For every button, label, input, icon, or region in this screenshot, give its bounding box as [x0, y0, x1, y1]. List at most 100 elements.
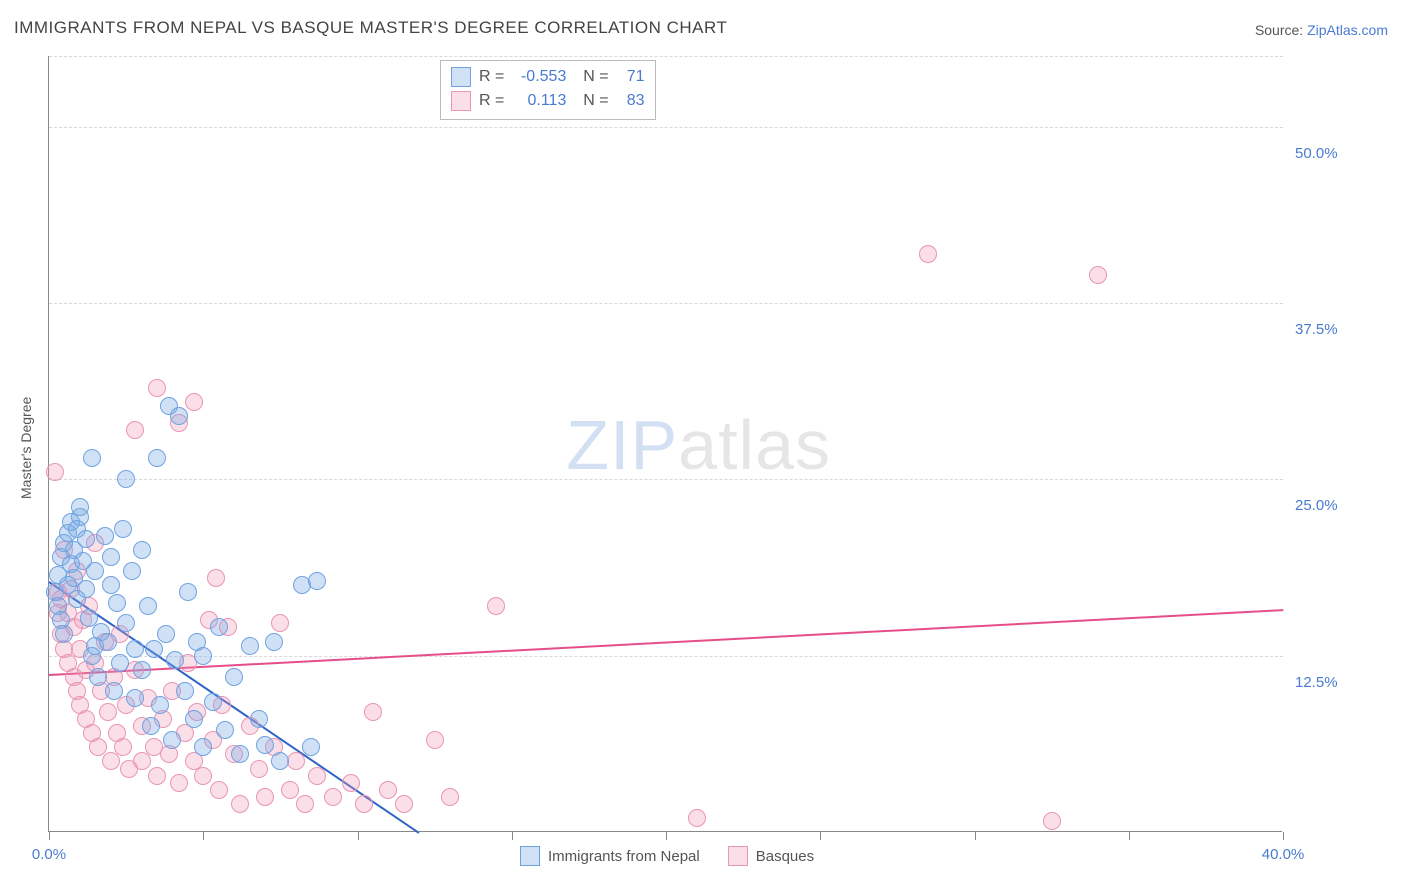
x-tick: [358, 832, 359, 840]
x-tick: [512, 832, 513, 840]
data-point: [77, 580, 95, 598]
n-value: 71: [617, 68, 645, 86]
data-point: [256, 788, 274, 806]
data-point: [157, 625, 175, 643]
data-point: [133, 661, 151, 679]
data-point: [126, 689, 144, 707]
data-point: [117, 470, 135, 488]
trend-line: [49, 609, 1283, 676]
data-point: [688, 809, 706, 827]
data-point: [114, 738, 132, 756]
y-axis-label: Master's Degree: [18, 397, 34, 499]
data-point: [142, 717, 160, 735]
legend-swatch: [520, 846, 540, 866]
data-point: [265, 633, 283, 651]
x-tick: [203, 832, 204, 840]
r-label: R =: [479, 92, 504, 110]
data-point: [102, 548, 120, 566]
data-point: [151, 696, 169, 714]
data-point: [71, 498, 89, 516]
data-point: [117, 614, 135, 632]
x-tick: [1283, 832, 1284, 840]
data-point: [99, 703, 117, 721]
source-link[interactable]: ZipAtlas.com: [1307, 22, 1388, 38]
data-point: [194, 738, 212, 756]
data-point: [379, 781, 397, 799]
data-point: [133, 541, 151, 559]
data-point: [126, 640, 144, 658]
data-point: [77, 530, 95, 548]
data-point: [99, 633, 117, 651]
data-point: [46, 463, 64, 481]
data-point: [185, 710, 203, 728]
x-tick: [666, 832, 667, 840]
data-point: [216, 721, 234, 739]
stats-row: R =-0.553 N =71: [451, 65, 645, 89]
source-label: Source:: [1255, 22, 1303, 38]
x-tick: [1129, 832, 1130, 840]
plot-area: 12.5%25.0%37.5%50.0%0.0%40.0%: [48, 56, 1282, 832]
series-swatch: [451, 91, 471, 111]
data-point: [355, 795, 373, 813]
data-point: [256, 736, 274, 754]
y-tick-label: 50.0%: [1295, 145, 1338, 162]
data-point: [207, 569, 225, 587]
y-tick-label: 37.5%: [1295, 321, 1338, 338]
gridline: [49, 127, 1283, 128]
data-point: [250, 760, 268, 778]
data-point: [210, 781, 228, 799]
data-point: [426, 731, 444, 749]
legend-item: Basques: [728, 846, 814, 866]
y-tick-label: 25.0%: [1295, 497, 1338, 514]
data-point: [364, 703, 382, 721]
data-point: [170, 774, 188, 792]
data-point: [179, 583, 197, 601]
data-point: [96, 527, 114, 545]
data-point: [139, 597, 157, 615]
x-tick-label: 40.0%: [1262, 846, 1305, 863]
correlation-stats-box: R =-0.553 N =71R =0.113 N =83: [440, 60, 656, 120]
data-point: [102, 576, 120, 594]
x-tick: [820, 832, 821, 840]
data-point: [170, 407, 188, 425]
series-swatch: [451, 67, 471, 87]
data-point: [241, 637, 259, 655]
data-point: [271, 752, 289, 770]
data-point: [176, 682, 194, 700]
r-value: -0.553: [512, 68, 566, 86]
data-point: [133, 752, 151, 770]
data-point: [308, 767, 326, 785]
r-value: 0.113: [512, 92, 566, 110]
stats-row: R =0.113 N =83: [451, 89, 645, 113]
data-point: [308, 572, 326, 590]
data-point: [302, 738, 320, 756]
data-point: [487, 597, 505, 615]
gridline: [49, 479, 1283, 480]
data-point: [250, 710, 268, 728]
data-point: [194, 647, 212, 665]
data-point: [114, 520, 132, 538]
x-tick-label: 0.0%: [32, 846, 66, 863]
data-point: [281, 781, 299, 799]
legend-swatch: [728, 846, 748, 866]
data-point: [111, 654, 129, 672]
data-point: [225, 668, 243, 686]
data-point: [105, 682, 123, 700]
data-point: [185, 393, 203, 411]
data-point: [324, 788, 342, 806]
data-point: [83, 449, 101, 467]
data-point: [163, 731, 181, 749]
data-point: [126, 421, 144, 439]
legend-label: Basques: [756, 848, 814, 865]
data-point: [148, 767, 166, 785]
data-point: [441, 788, 459, 806]
source-attribution: Source: ZipAtlas.com: [1255, 22, 1388, 38]
series-legend: Immigrants from NepalBasques: [520, 846, 814, 866]
data-point: [231, 795, 249, 813]
data-point: [395, 795, 413, 813]
gridline: [49, 56, 1283, 57]
gridline: [49, 656, 1283, 657]
x-tick: [49, 832, 50, 840]
data-point: [89, 668, 107, 686]
n-label: N =: [574, 68, 608, 86]
